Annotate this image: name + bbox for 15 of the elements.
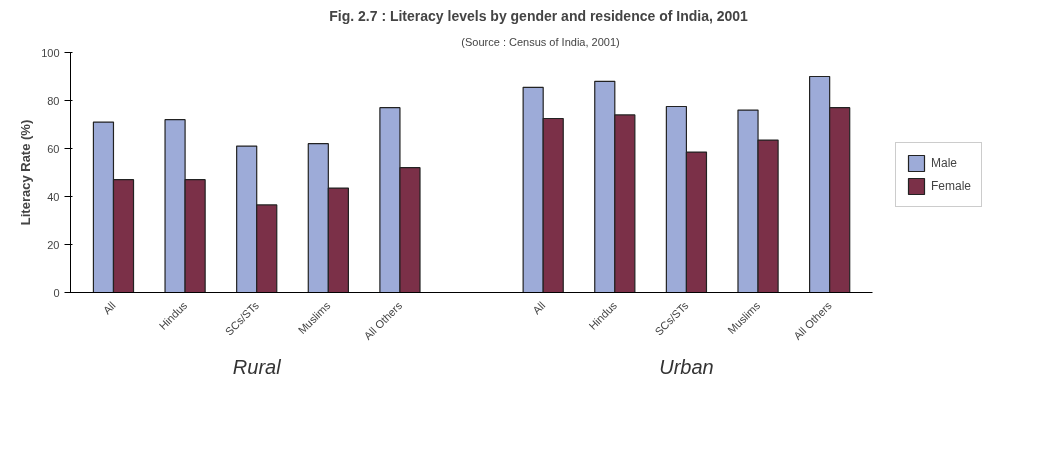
y-tick-label: 80 <box>47 94 60 107</box>
y-axis-title: Literacy Rate (%) <box>18 119 34 226</box>
y-tick-label: 40 <box>47 190 60 203</box>
text: Rural <box>232 355 282 378</box>
legend-label: Female <box>931 179 972 193</box>
legend-label: Male <box>931 156 958 170</box>
y-tick-label: 100 <box>41 46 60 59</box>
chart-subtitle: (Source : Census of India, 2001) <box>461 35 620 48</box>
x-tick-label: All <box>530 299 548 317</box>
chart-title: Fig. 2.7 : Literacy levels by gender and residence of India, 2001 <box>329 7 749 24</box>
y-tick-label: 20 <box>47 238 60 251</box>
y-tick-label: 0 <box>53 286 60 299</box>
text: Urban <box>659 355 714 378</box>
y-tick-label: 60 <box>47 142 60 155</box>
x-tick-label: All <box>100 299 118 317</box>
